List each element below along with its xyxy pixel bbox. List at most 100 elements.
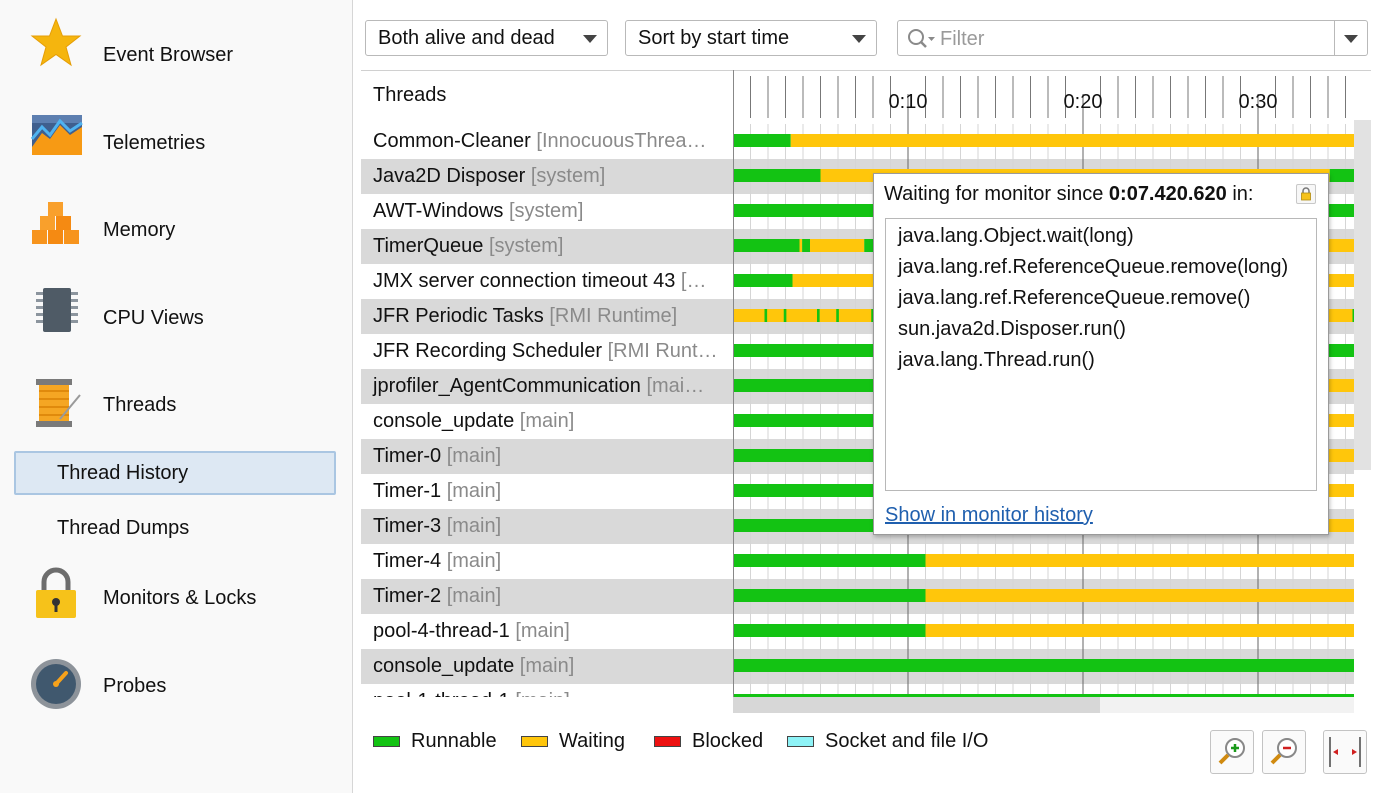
state-bar: [802, 239, 810, 252]
stack-frame: java.lang.Thread.run(): [898, 349, 1095, 371]
state-bar: [733, 239, 800, 252]
thread-group: [main]: [446, 480, 502, 502]
tooltip-title: Waiting for monitor since 0:07.420.620 i…: [884, 183, 1253, 206]
state-bar: [864, 239, 873, 252]
thread-label: Timer-0 [main]: [373, 439, 501, 474]
sidebar-item-label: Probes: [103, 675, 167, 697]
thread-group: [main]: [446, 550, 502, 572]
chevron-down-icon: [583, 35, 597, 43]
thread-group: [RMI Runt…: [607, 340, 718, 362]
thread-row-name[interactable]: Common-Cleaner [InnocuousThrea…: [361, 124, 733, 159]
tooltip-time: 0:07.420.620: [1108, 183, 1227, 205]
thread-row-name[interactable]: AWT-Windows [system]: [361, 194, 733, 229]
sidebar-item-threads[interactable]: Threads: [0, 365, 352, 445]
sidebar-item-monitors-locks[interactable]: Monitors & Locks: [0, 560, 352, 640]
filter-field[interactable]: [897, 20, 1368, 56]
thread-row-name[interactable]: JMX server connection timeout 43 […: [361, 264, 733, 299]
zoom-out-button[interactable]: [1262, 730, 1306, 774]
sidebar-item-event-browser[interactable]: Event Browser: [0, 15, 352, 95]
legend-label: Waiting: [559, 730, 625, 752]
thread-status-value: Both alive and dead: [378, 27, 555, 49]
sidebar: Event Browser Telemetries Memory: [0, 0, 353, 793]
legend-swatch: [654, 736, 681, 747]
thread-group: [main]: [519, 655, 575, 677]
legend-label: Blocked: [692, 730, 764, 752]
pin-lock-icon[interactable]: [1296, 184, 1316, 204]
thread-label: Timer-3 [main]: [373, 509, 501, 544]
thread-label: Timer-1 [main]: [373, 474, 501, 509]
legend-swatch: [373, 736, 400, 747]
sidebar-item-probes[interactable]: Probes: [0, 648, 352, 728]
sort-dropdown[interactable]: Sort by start time: [625, 20, 877, 56]
telemetry-chart-icon: [30, 115, 83, 155]
sidebar-item-label: Memory: [103, 219, 176, 241]
thread-row-name[interactable]: Timer-3 [main]: [361, 509, 733, 544]
thread-row-name[interactable]: pool-1-thread-1 [main]: [361, 684, 733, 697]
state-bar: [733, 134, 791, 147]
sidebar-item-label: Event Browser: [103, 44, 234, 66]
state-bar: [733, 519, 873, 532]
thread-name: AWT-Windows: [373, 200, 509, 222]
legend-label: Runnable: [411, 730, 497, 752]
thread-row-name[interactable]: Java2D Disposer [system]: [361, 159, 733, 194]
thread-row-name[interactable]: TimerQueue [system]: [361, 229, 733, 264]
thread-row-name[interactable]: JFR Recording Scheduler [RMI Runt…: [361, 334, 733, 369]
legend-label: Socket and file I/O: [825, 730, 989, 752]
sidebar-subitem-thread-dumps[interactable]: Thread Dumps: [14, 506, 336, 550]
filter-input[interactable]: [938, 23, 1322, 55]
thread-row-name[interactable]: Timer-4 [main]: [361, 544, 733, 579]
tick-label: 0:30: [1239, 91, 1278, 113]
thread-label: JFR Recording Scheduler [RMI Runt…: [373, 334, 718, 369]
thread-group: [main]: [446, 445, 502, 467]
sidebar-item-label: Threads: [103, 394, 177, 416]
padlock-icon: [36, 567, 76, 618]
cpu-chip-icon: [36, 288, 78, 332]
thread-row-name[interactable]: console_update [main]: [361, 404, 733, 439]
thread-label: pool-1-thread-1 [main]: [373, 684, 570, 697]
thread-row-name[interactable]: Timer-1 [main]: [361, 474, 733, 509]
thread-label: console_update [main]: [373, 649, 574, 684]
state-bar: [817, 309, 820, 322]
show-monitor-history-link[interactable]: Show in monitor history: [885, 504, 1093, 526]
state-bar: [733, 484, 873, 497]
thread-status-dropdown[interactable]: Both alive and dead: [365, 20, 608, 56]
thread-label: jprofiler_AgentCommunication [mai…: [373, 369, 704, 404]
thread-group: [system]: [508, 200, 584, 222]
main-panel: Both alive and dead Sort by start time T…: [353, 0, 1379, 793]
star-icon: [30, 17, 82, 67]
state-bar: [925, 589, 1354, 602]
sidebar-item-cpu-views[interactable]: CPU Views: [0, 278, 352, 358]
thread-row-name[interactable]: console_update [main]: [361, 649, 733, 684]
state-bar: [836, 309, 839, 322]
stack-frame: java.lang.ref.ReferenceQueue.remove(long…: [898, 256, 1289, 278]
sidebar-item-label: Monitors & Locks: [103, 587, 257, 609]
vertical-scrollbar-thumb[interactable]: [1354, 120, 1371, 470]
stack-trace-list: java.lang.Object.wait(long) java.lang.re…: [885, 218, 1317, 491]
filter-history-dropdown-icon[interactable]: [1344, 35, 1358, 43]
chevron-down-icon: [852, 35, 866, 43]
gauge-icon: [31, 659, 81, 709]
thread-group: [main]: [446, 585, 502, 607]
zoom-in-button[interactable]: [1210, 730, 1254, 774]
thread-row-name[interactable]: jprofiler_AgentCommunication [mai…: [361, 369, 733, 404]
filter-separator: [1334, 21, 1335, 55]
sidebar-subitem-thread-history[interactable]: Thread History: [14, 451, 336, 495]
thread-name-list: Common-Cleaner [InnocuousThrea… Java2D Di…: [361, 124, 733, 697]
thread-name: Java2D Disposer: [373, 165, 531, 187]
tooltip-prefix: Waiting for monitor since: [884, 183, 1109, 205]
thread-group: [RMI Runtime]: [549, 305, 678, 327]
thread-label: Common-Cleaner [InnocuousThrea…: [373, 124, 707, 159]
thread-row-name[interactable]: Timer-0 [main]: [361, 439, 733, 474]
thread-spool-icon: [36, 379, 81, 427]
thread-name: JMX server connection timeout 43: [373, 270, 681, 292]
thread-row-name[interactable]: Timer-2 [main]: [361, 579, 733, 614]
state-bar: [733, 589, 926, 602]
thread-label: Timer-2 [main]: [373, 579, 501, 614]
horizontal-scrollbar-thumb[interactable]: [733, 697, 1100, 713]
fit-to-window-button[interactable]: [1323, 730, 1367, 774]
sidebar-item-telemetries[interactable]: Telemetries: [0, 103, 352, 183]
thread-label: TimerQueue [system]: [373, 229, 563, 264]
thread-row-name[interactable]: pool-4-thread-1 [main]: [361, 614, 733, 649]
thread-row-name[interactable]: JFR Periodic Tasks [RMI Runtime]: [361, 299, 733, 334]
sidebar-item-memory[interactable]: Memory: [0, 190, 352, 270]
